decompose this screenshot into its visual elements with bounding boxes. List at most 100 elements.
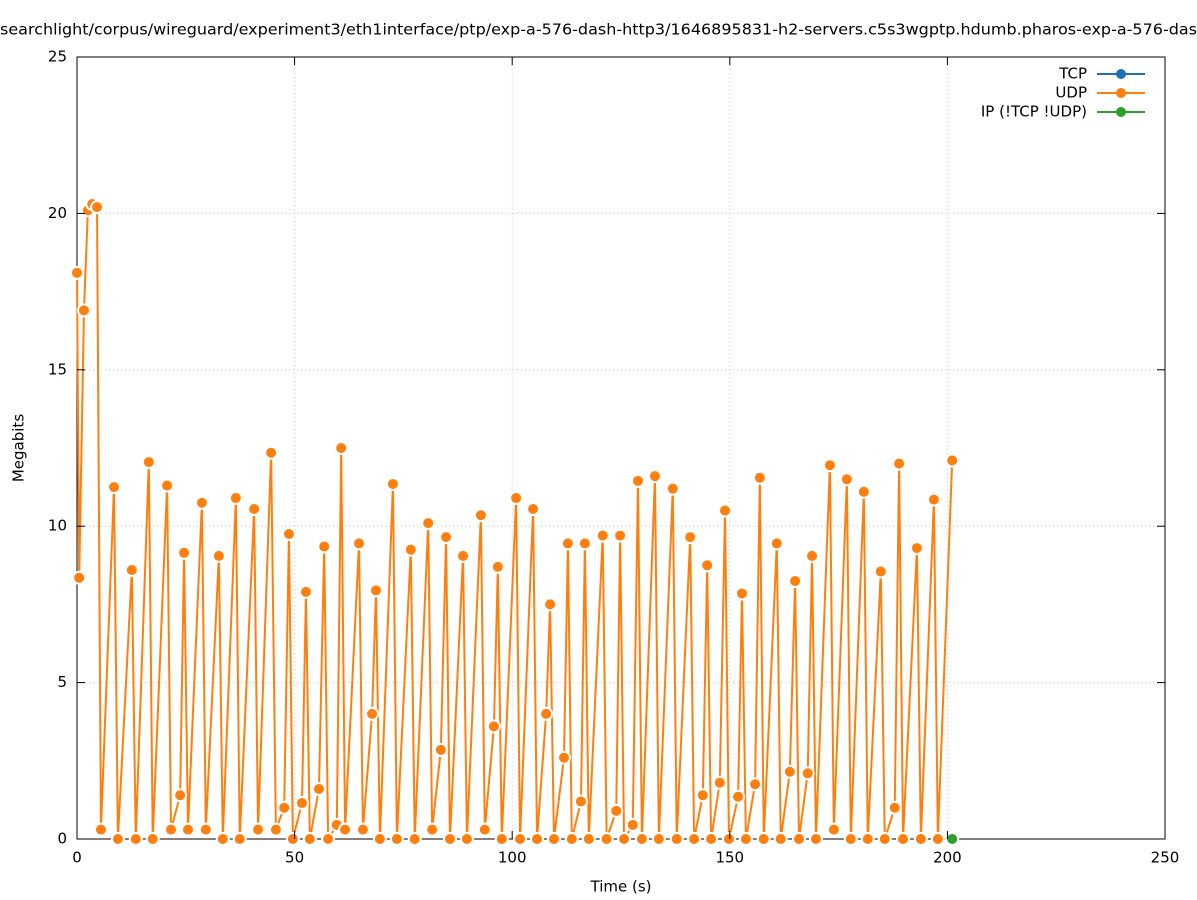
data-point: [90, 200, 105, 215]
data-point: [669, 832, 684, 845]
legend-label: TCP: [1058, 65, 1087, 83]
data-point: [564, 832, 579, 845]
data-point: [365, 706, 380, 721]
data-point: [215, 832, 230, 845]
data-point: [926, 492, 941, 507]
legend-label: UDP: [1055, 84, 1087, 102]
data-point: [526, 501, 541, 516]
data-point: [712, 775, 727, 790]
data-point: [617, 832, 632, 845]
data-point: [338, 822, 353, 837]
data-point: [748, 777, 763, 792]
data-point: [625, 817, 640, 832]
data-point: [251, 822, 266, 837]
data-point: [782, 764, 797, 779]
data-point: [695, 788, 710, 803]
data-point: [177, 545, 192, 560]
data-point: [180, 822, 195, 837]
data-point: [573, 794, 588, 809]
series-line: [76, 202, 954, 843]
data-point: [407, 832, 422, 845]
data-point: [281, 527, 296, 542]
data-point: [687, 832, 702, 845]
data-point: [546, 832, 561, 845]
data-point: [352, 536, 367, 551]
data-point: [321, 832, 336, 845]
data-point: [285, 832, 300, 845]
data-point: [198, 822, 213, 837]
data-point: [194, 495, 209, 510]
data-point: [718, 503, 733, 518]
data-point: [700, 558, 715, 573]
legend-marker: [1116, 88, 1126, 98]
data-point: [311, 781, 326, 796]
data-point: [317, 539, 332, 554]
data-point: [634, 832, 649, 845]
data-point: [539, 706, 554, 721]
data-point: [372, 832, 387, 845]
data-point: [887, 800, 902, 815]
data-point: [543, 597, 558, 612]
data-point: [232, 832, 247, 845]
data-point: [421, 516, 436, 531]
data-point: [110, 832, 125, 845]
data-point: [173, 788, 188, 803]
data-point: [704, 832, 719, 845]
data-point: [909, 541, 924, 556]
data-point: [756, 832, 771, 845]
data-point: [826, 822, 841, 837]
y-tick-label: 10: [48, 517, 67, 535]
legend-marker: [1116, 107, 1126, 117]
data-point: [389, 832, 404, 845]
data-point: [141, 455, 156, 470]
chart-title: searchlight/corpus/wireguard/experiment3…: [0, 21, 1197, 39]
data-point: [264, 445, 279, 460]
y-tick-label: 15: [48, 360, 67, 378]
data-point: [439, 530, 454, 545]
plot-area: [71, 197, 960, 845]
data-point: [560, 536, 575, 551]
data-point: [581, 832, 596, 845]
data-point: [355, 822, 370, 837]
data-point: [160, 478, 175, 493]
data-point: [773, 832, 788, 845]
data-point: [721, 832, 736, 845]
data-point: [277, 800, 292, 815]
data-point: [93, 822, 108, 837]
data-point: [556, 750, 571, 765]
data-point: [800, 766, 815, 781]
data-point: [599, 832, 614, 845]
x-tick-label: 100: [498, 849, 527, 867]
y-tick-label: 5: [57, 673, 67, 691]
data-point: [651, 832, 666, 845]
data-point: [647, 469, 662, 484]
data-point: [530, 832, 545, 845]
data-point: [473, 508, 488, 523]
data-point: [513, 832, 528, 845]
data-point: [769, 536, 784, 551]
data-point: [896, 832, 911, 845]
data-point: [128, 832, 143, 845]
data-point: [791, 832, 806, 845]
data-point: [106, 480, 121, 495]
data-point: [509, 491, 524, 506]
x-tick-label: 50: [285, 849, 304, 867]
data-point: [425, 822, 440, 837]
data-point: [298, 584, 313, 599]
data-point: [805, 548, 820, 563]
data-point: [76, 303, 91, 318]
data-point: [788, 573, 803, 588]
grid: [76, 56, 1166, 840]
data-point: [477, 822, 492, 837]
data-point: [72, 570, 87, 585]
data-point: [403, 542, 418, 557]
legend-marker: [1116, 69, 1126, 79]
x-tick-label: 150: [715, 849, 744, 867]
data-point: [665, 481, 680, 496]
data-point: [945, 832, 960, 845]
data-point: [442, 832, 457, 845]
data-point: [71, 265, 84, 280]
data-point: [613, 528, 628, 543]
data-point: [609, 803, 624, 818]
